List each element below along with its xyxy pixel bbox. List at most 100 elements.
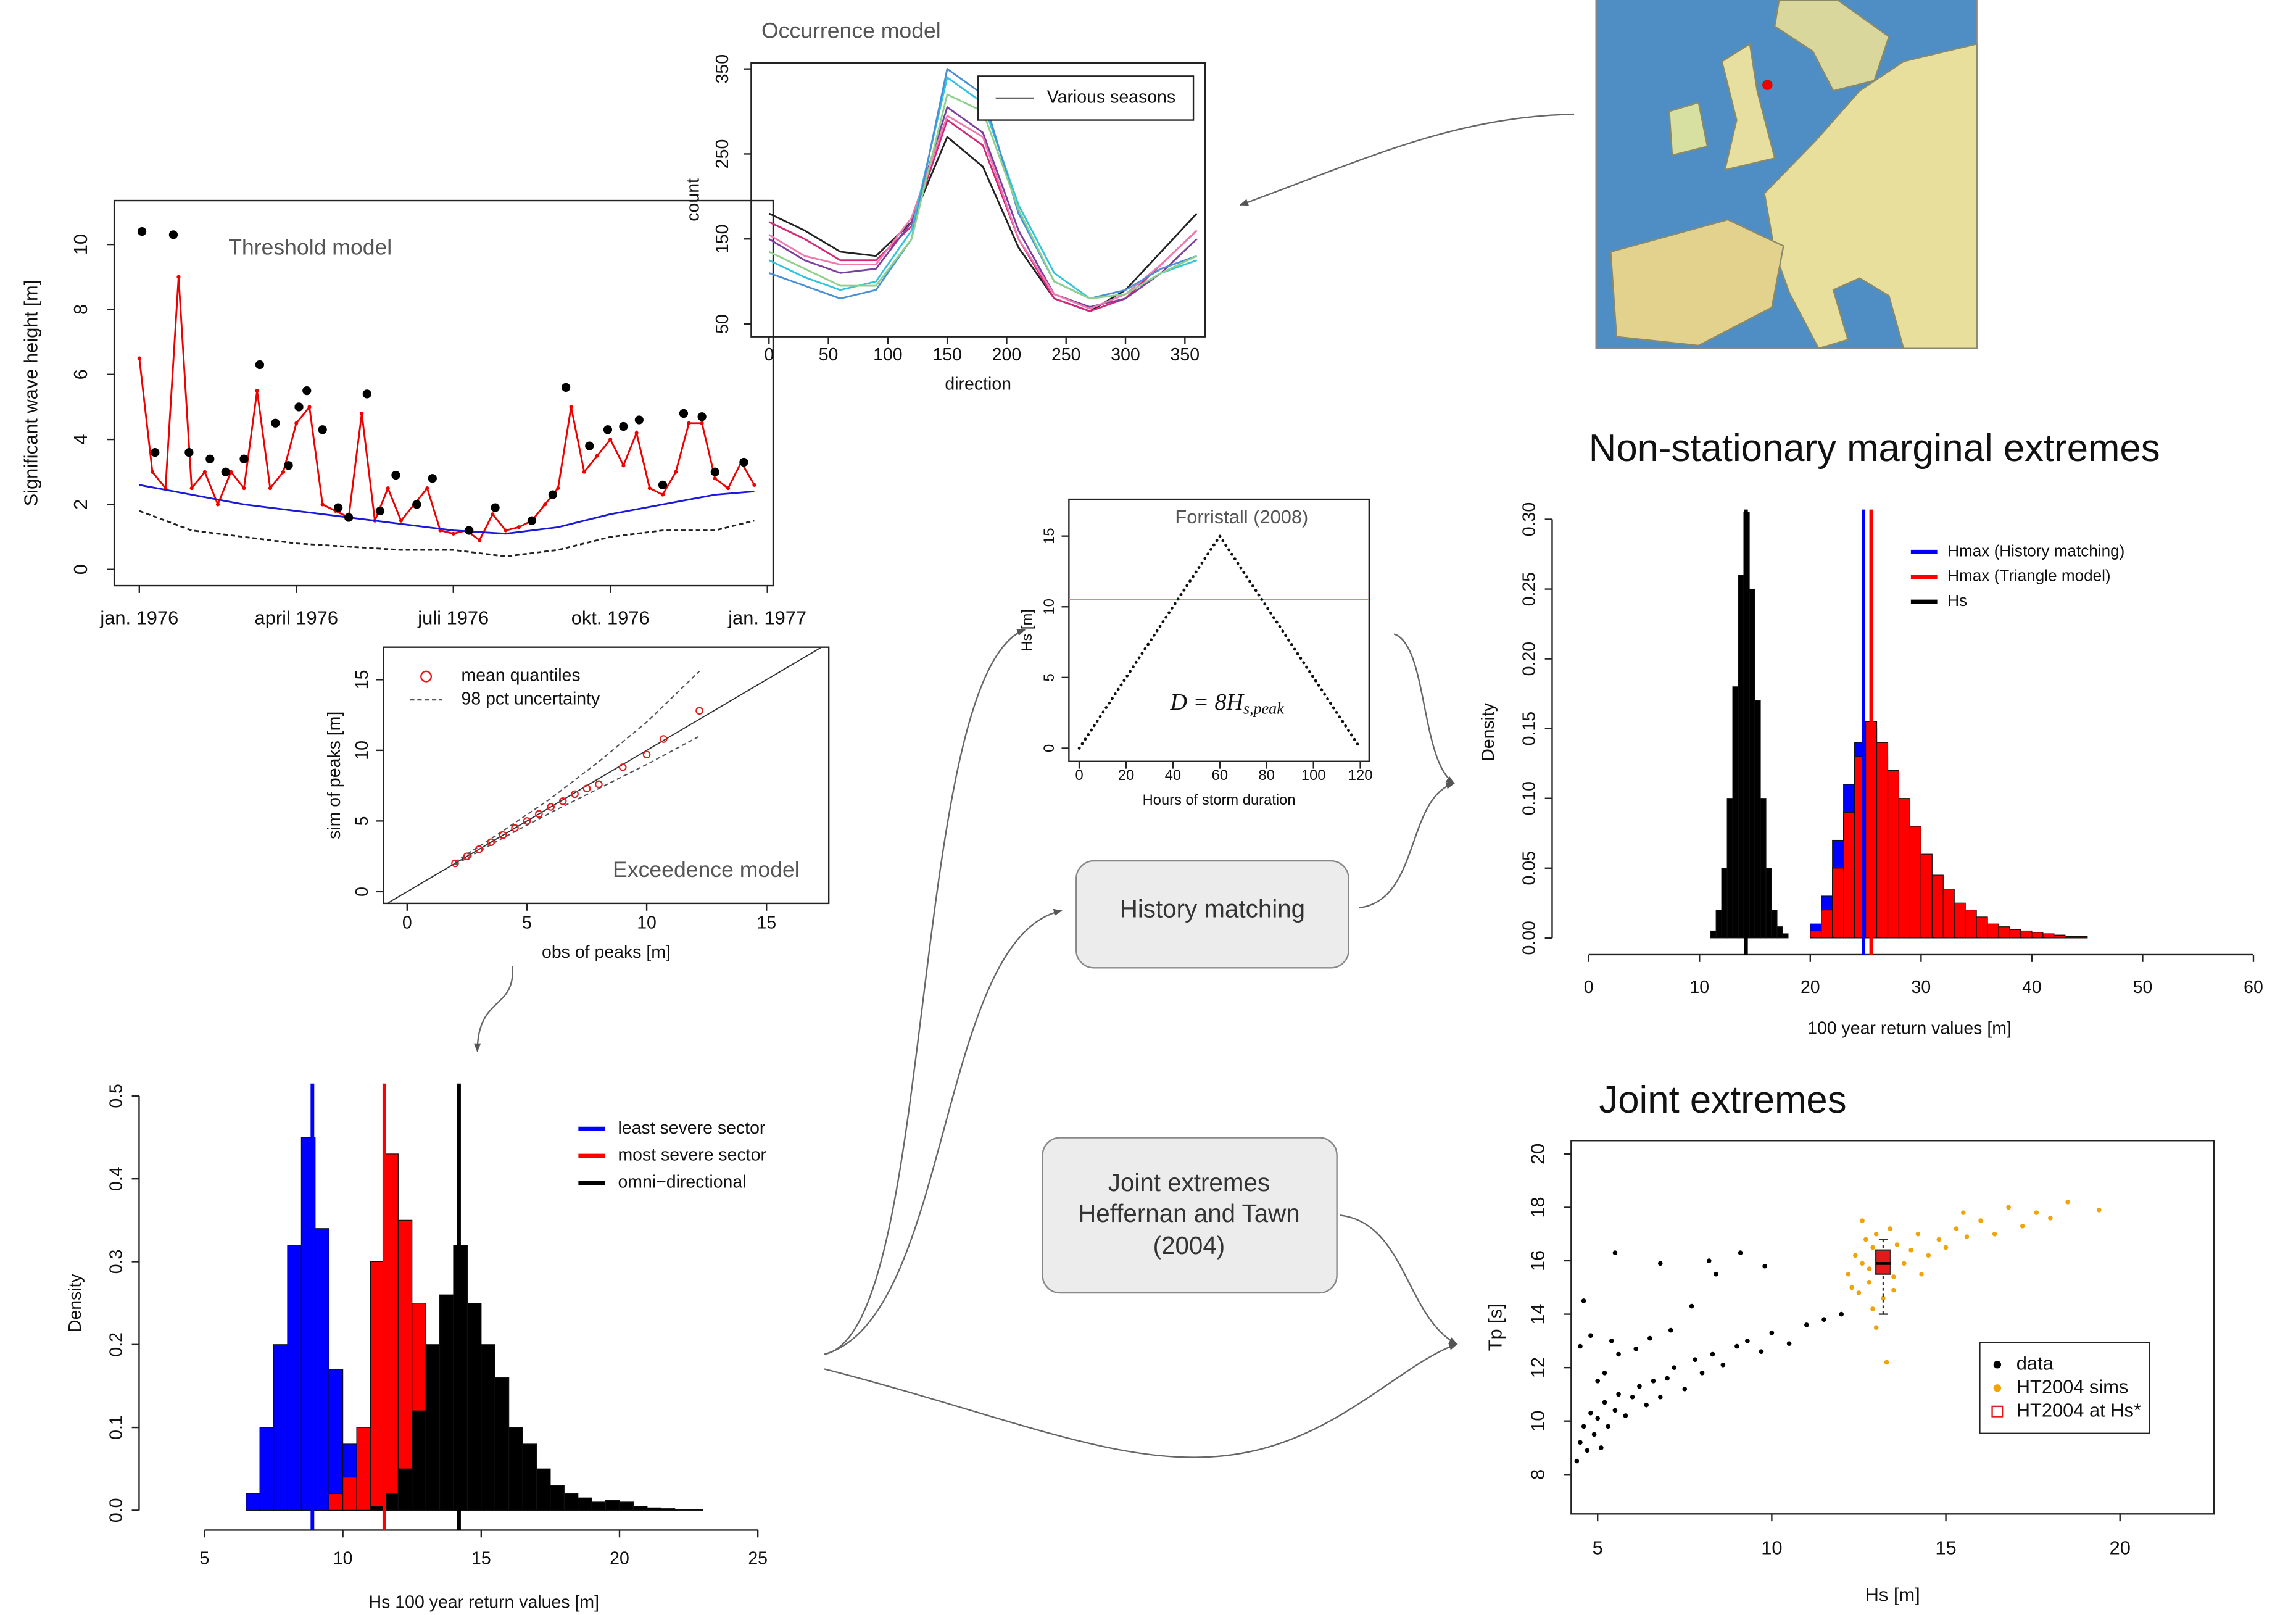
arrow [478, 966, 513, 1052]
x-tick-label: 40 [1165, 768, 1181, 784]
data-point [1651, 1379, 1656, 1384]
data-point [425, 486, 429, 490]
y-tick-label: 15 [352, 670, 372, 690]
data-point [1745, 1339, 1750, 1343]
data-point [1916, 1232, 1921, 1237]
chart-panel: 5101520250.00.10.20.30.40.5Hs 100 year r… [65, 1084, 768, 1613]
histogram-bar [550, 1485, 564, 1510]
data-point [648, 486, 652, 490]
data-point [1874, 1325, 1879, 1330]
data-point [1616, 1392, 1621, 1397]
x-axis-label: 100 year return values [m] [1807, 1018, 2012, 1038]
data-point [1616, 1352, 1621, 1357]
data-point [169, 230, 178, 239]
x-tick-label: 0 [1075, 768, 1083, 784]
data-point [281, 470, 285, 474]
y-tick-label: 0.20 [1519, 642, 1539, 676]
histogram-bar [2076, 937, 2087, 938]
y-axis-label: Hs [m] [1019, 609, 1035, 652]
y-tick-label: 0.1 [106, 1415, 126, 1440]
data-point [2034, 1210, 2039, 1215]
x-tick-label: 15 [1935, 1537, 1956, 1558]
data-point [1734, 1344, 1739, 1349]
histogram-bar [2065, 937, 2076, 938]
data-point [644, 752, 650, 758]
y-tick-label: 0.30 [1519, 502, 1539, 536]
data-point [1888, 1226, 1892, 1231]
data-point [549, 490, 557, 499]
histogram-bar [1766, 868, 1772, 938]
histogram-bar [1821, 910, 1833, 938]
page: {"chart_data": [ {"type": "line", "annot… [0, 0, 2296, 1615]
histogram-bar [675, 1509, 689, 1510]
series-line [139, 511, 755, 557]
x-tick-label: 20 [1118, 768, 1134, 784]
data-point [1644, 1403, 1649, 1408]
x-tick-label: 25 [748, 1548, 768, 1568]
node: History matching [1076, 861, 1348, 968]
data-point [635, 431, 639, 434]
x-tick-label: 350 [1171, 345, 1200, 365]
histogram-bar [1943, 889, 1954, 938]
histogram-bar [606, 1500, 620, 1510]
data-point [1658, 1261, 1663, 1266]
data-point [608, 438, 612, 441]
histogram-bar [384, 1494, 398, 1511]
data-point [491, 512, 494, 516]
histogram-bar [246, 1494, 260, 1511]
data-point [190, 486, 194, 490]
data-point [205, 455, 214, 463]
chart-panel: jan. 1976april 1976juli 1976okt. 1976jan… [20, 201, 806, 629]
data-point [603, 425, 612, 434]
formula-sub: s,peak [1243, 700, 1284, 718]
data-point [1714, 1272, 1718, 1277]
data-point [556, 486, 560, 490]
y-axis-label: sim of peaks [m] [325, 712, 344, 839]
data-point [713, 476, 717, 480]
y-tick-label: 0.15 [1519, 712, 1539, 745]
y-tick-label: 20 [1527, 1144, 1548, 1165]
data-point [412, 500, 421, 509]
data-point [1891, 1274, 1896, 1279]
arrow [1340, 1215, 1457, 1344]
plot-frame [1069, 499, 1369, 762]
legend-symbol [1994, 1361, 2001, 1368]
data-point [255, 360, 264, 369]
data-point [1870, 1245, 1875, 1250]
data-point [1891, 1288, 1896, 1293]
data-point [569, 405, 573, 409]
histogram-bar [689, 1509, 702, 1510]
data-point [1683, 1387, 1688, 1392]
data-point [491, 504, 499, 512]
x-tick-label: 150 [932, 345, 962, 365]
data-point [679, 409, 688, 418]
data-point [1633, 1347, 1638, 1351]
data-point [391, 471, 400, 480]
data-point [1978, 1218, 1983, 1223]
data-point [1961, 1210, 1966, 1215]
data-point [184, 448, 193, 457]
histogram-bar [260, 1427, 273, 1510]
data-point [363, 389, 371, 398]
data-point [271, 419, 280, 428]
data-point [1721, 1363, 1726, 1368]
x-tick-label: 10 [1689, 978, 1709, 997]
data-point [294, 402, 303, 411]
x-tick-label: 20 [2110, 1537, 2131, 1558]
x-axis-label: Hs [m] [1865, 1584, 1920, 1605]
histogram-bar [357, 1427, 370, 1510]
legend-label: Hmax (Triangle model) [1947, 567, 2110, 585]
data-point [1575, 1459, 1580, 1464]
data-point [216, 502, 220, 506]
series-line [139, 277, 755, 541]
histogram-bar [329, 1494, 342, 1511]
data-point [478, 538, 481, 542]
data-point [2065, 1200, 2070, 1205]
data-point [1581, 1298, 1586, 1303]
x-tick-label: 20 [1801, 978, 1820, 997]
histogram-bar [1976, 917, 1987, 938]
y-tick-label: 250 [713, 139, 732, 168]
legend-label: Hs [1947, 591, 1967, 610]
histogram-bar [509, 1427, 523, 1510]
x-tick-label: 100 [873, 345, 903, 365]
